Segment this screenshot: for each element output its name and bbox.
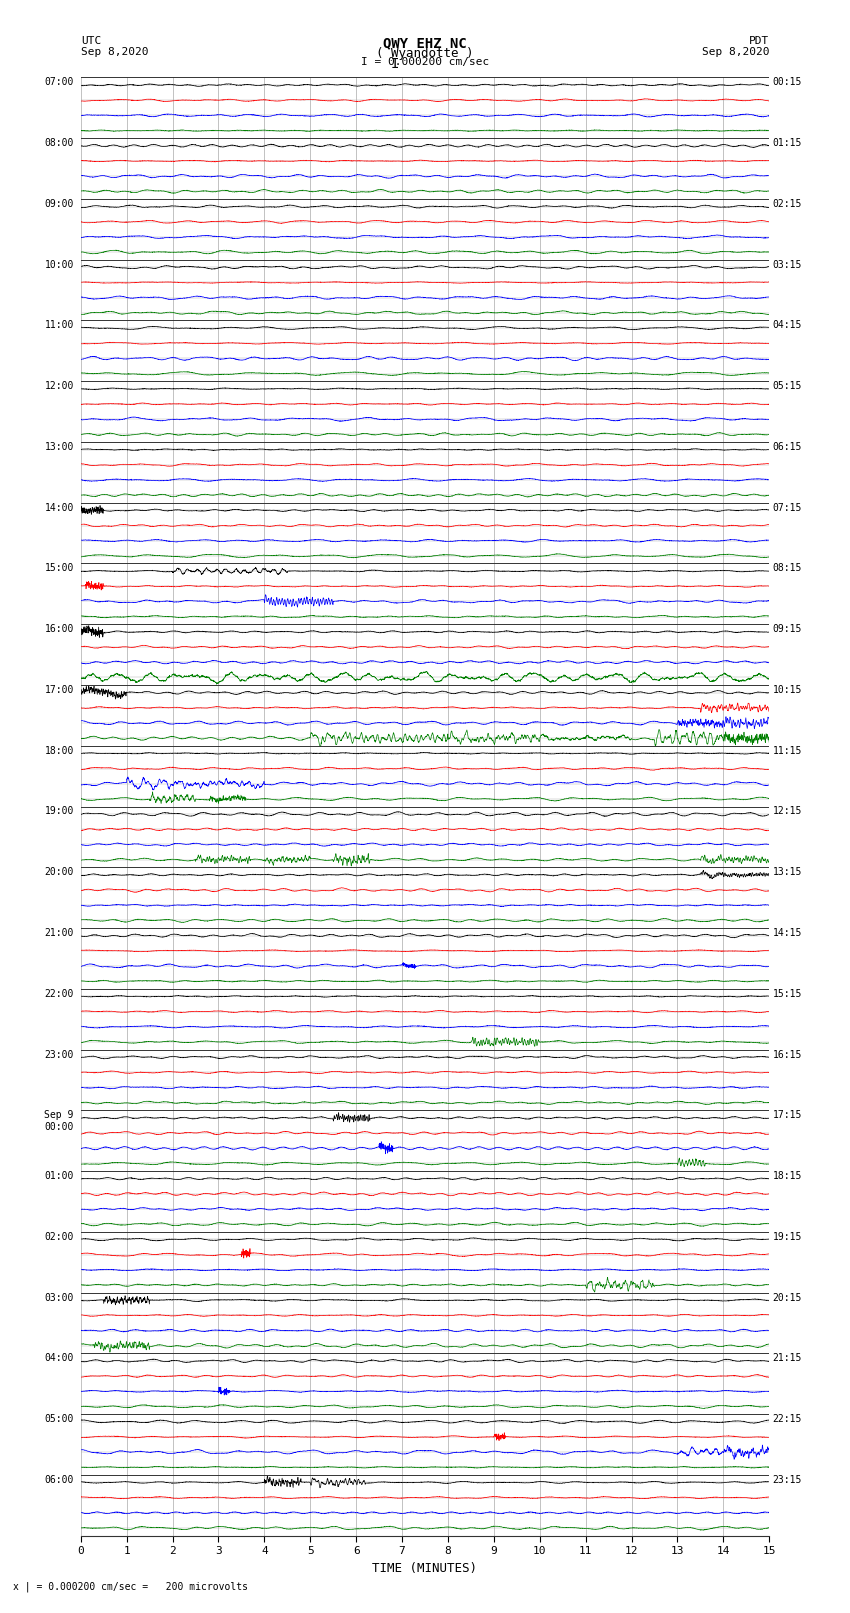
Text: 21:15: 21:15 (773, 1353, 802, 1363)
Text: Sep 8,2020: Sep 8,2020 (702, 47, 769, 56)
Text: 19:00: 19:00 (44, 806, 74, 816)
Text: 01:15: 01:15 (773, 139, 802, 148)
Text: I: I (390, 58, 399, 71)
Text: 12:00: 12:00 (44, 381, 74, 392)
Text: 20:15: 20:15 (773, 1292, 802, 1303)
Text: UTC: UTC (81, 37, 101, 47)
Text: 15:00: 15:00 (44, 563, 74, 574)
Text: 05:15: 05:15 (773, 381, 802, 392)
Text: 02:15: 02:15 (773, 198, 802, 210)
Text: ( Wyandotte ): ( Wyandotte ) (377, 47, 473, 60)
Text: 03:00: 03:00 (44, 1292, 74, 1303)
Text: 13:15: 13:15 (773, 868, 802, 877)
Text: 08:15: 08:15 (773, 563, 802, 574)
Text: 17:15: 17:15 (773, 1110, 802, 1121)
Text: QWY EHZ NC: QWY EHZ NC (383, 37, 467, 50)
Text: 21:00: 21:00 (44, 927, 74, 939)
Text: 17:00: 17:00 (44, 686, 74, 695)
Text: 07:15: 07:15 (773, 503, 802, 513)
Text: 06:15: 06:15 (773, 442, 802, 452)
Text: Sep 8,2020: Sep 8,2020 (81, 47, 148, 56)
Text: I = 0.000200 cm/sec: I = 0.000200 cm/sec (361, 58, 489, 68)
Text: 18:00: 18:00 (44, 745, 74, 756)
Text: 00:15: 00:15 (773, 77, 802, 87)
Text: 04:00: 04:00 (44, 1353, 74, 1363)
Text: 22:15: 22:15 (773, 1415, 802, 1424)
Text: 13:00: 13:00 (44, 442, 74, 452)
Text: 07:00: 07:00 (44, 77, 74, 87)
Text: 16:15: 16:15 (773, 1050, 802, 1060)
Text: 11:15: 11:15 (773, 745, 802, 756)
Text: 09:15: 09:15 (773, 624, 802, 634)
Text: 14:00: 14:00 (44, 503, 74, 513)
Text: 06:00: 06:00 (44, 1474, 74, 1486)
Text: 19:15: 19:15 (773, 1232, 802, 1242)
Text: 04:15: 04:15 (773, 321, 802, 331)
Text: 20:00: 20:00 (44, 868, 74, 877)
Text: 10:00: 10:00 (44, 260, 74, 269)
Text: 11:00: 11:00 (44, 321, 74, 331)
Text: 05:00: 05:00 (44, 1415, 74, 1424)
Text: 09:00: 09:00 (44, 198, 74, 210)
Text: 08:00: 08:00 (44, 139, 74, 148)
Text: 22:00: 22:00 (44, 989, 74, 998)
Text: 03:15: 03:15 (773, 260, 802, 269)
Text: x | = 0.000200 cm/sec =   200 microvolts: x | = 0.000200 cm/sec = 200 microvolts (13, 1581, 247, 1592)
Text: Sep 9
00:00: Sep 9 00:00 (44, 1110, 74, 1132)
Text: 18:15: 18:15 (773, 1171, 802, 1181)
Text: 12:15: 12:15 (773, 806, 802, 816)
X-axis label: TIME (MINUTES): TIME (MINUTES) (372, 1561, 478, 1574)
Text: 14:15: 14:15 (773, 927, 802, 939)
Text: 23:15: 23:15 (773, 1474, 802, 1486)
Text: 23:00: 23:00 (44, 1050, 74, 1060)
Text: 02:00: 02:00 (44, 1232, 74, 1242)
Text: PDT: PDT (749, 37, 769, 47)
Text: 01:00: 01:00 (44, 1171, 74, 1181)
Text: 10:15: 10:15 (773, 686, 802, 695)
Text: 15:15: 15:15 (773, 989, 802, 998)
Text: 16:00: 16:00 (44, 624, 74, 634)
